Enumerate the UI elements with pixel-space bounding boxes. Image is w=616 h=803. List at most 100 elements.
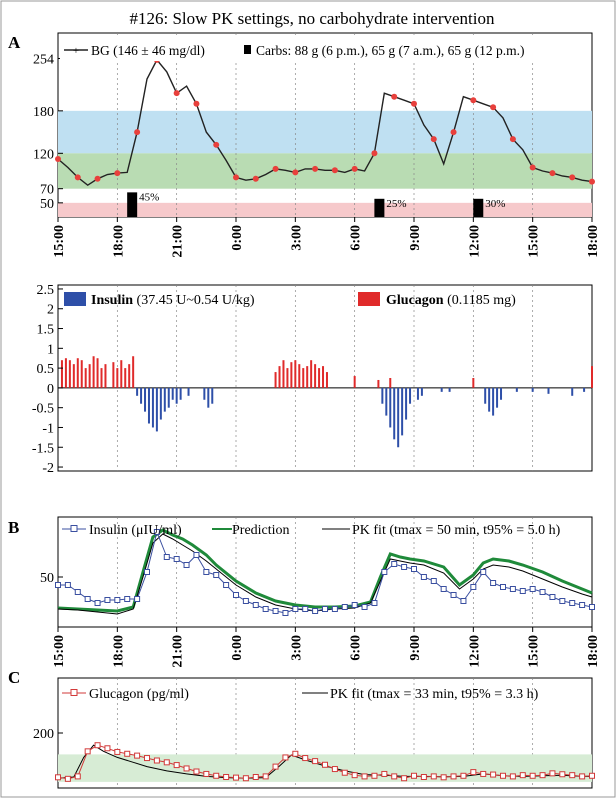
insulin-measured-marker — [114, 597, 121, 603]
insulin-measured-marker — [233, 592, 239, 598]
glucagon-measured-marker — [589, 772, 595, 779]
insulin-measured-marker — [302, 606, 309, 612]
glucagon-measured-marker — [134, 752, 141, 759]
time-axis-b-tick-label: 18:00 — [111, 635, 126, 668]
glucagon-measured-marker — [500, 772, 506, 779]
glucagon-bar — [278, 366, 281, 388]
glucagon-measured-marker — [104, 745, 111, 752]
glucagon-bar — [318, 368, 321, 388]
glucagon-measured-marker — [193, 768, 200, 775]
insulin-measured-marker — [539, 589, 546, 595]
bg-ytick-label: 50 — [40, 197, 54, 212]
hormone-bars — [58, 356, 593, 448]
glucagon-bar — [294, 360, 297, 388]
insulin-bar — [409, 387, 412, 404]
glucagon-measured-marker — [322, 761, 328, 768]
insulin-bar — [381, 387, 384, 404]
time-axis-b-tick-label: 15:00 — [52, 635, 67, 668]
insulin-measured-marker — [341, 604, 348, 610]
glucagon-bar — [472, 378, 475, 388]
insulin-measured-marker — [55, 582, 61, 588]
insulin-measured-marker — [84, 596, 91, 602]
glucagon-bar — [116, 368, 119, 388]
insulin-bar — [484, 387, 487, 404]
insulin-measured-marker — [411, 566, 417, 572]
insulin-bar — [496, 387, 499, 408]
glucagon-measured-marker — [331, 766, 338, 773]
panel-label-b: B — [8, 518, 19, 537]
bg-ytick-label: 180 — [33, 105, 54, 120]
insulin-legend-swatch — [64, 292, 86, 306]
glucagon-bar — [112, 362, 115, 388]
glucagon-pk-ytick-label: 200 — [33, 727, 54, 742]
bg-marker — [173, 90, 180, 97]
insulin-bar — [171, 387, 174, 400]
insulin-measured-marker — [569, 600, 576, 606]
glucagon-measured-marker — [361, 773, 368, 780]
insulin-measured-marker — [64, 582, 71, 588]
glucagon-measured-legend-label: Glucagon (pg/ml) — [89, 687, 189, 702]
insulin-pk-legend: Insulin (μIU/ml) Prediction PK fit (tmax… — [62, 523, 561, 538]
insulin-bar — [420, 387, 423, 396]
glucagon-measured-marker — [124, 750, 131, 757]
glucagon-bar — [76, 358, 79, 388]
bg-legend: + BG (146 ± 46 mg/dl) Carbs: 88 g (6 p.m… — [60, 35, 590, 61]
time-axis-b-tick-label: 3:00 — [289, 635, 304, 661]
glucagon-measured-marker — [430, 773, 437, 780]
glucagon-measured-marker — [282, 754, 289, 761]
glucagon-legend-label: Glucagon (0.1185 mg) — [386, 293, 516, 308]
bg-marker — [351, 165, 358, 172]
bg-marker — [272, 165, 279, 172]
glucagon-bar — [298, 364, 301, 388]
hormone-gridlines — [116, 285, 534, 471]
insulin-bar — [175, 387, 178, 404]
bg-marker — [430, 136, 437, 143]
glucagon-legend-swatch — [358, 292, 380, 306]
hormone-ytick-label: -1.5 — [32, 441, 54, 456]
insulin-measured-marker — [480, 569, 487, 575]
glucagon-measured-marker — [94, 742, 101, 749]
figure-title: #126: Slow PK settings, no carbohydrate … — [130, 9, 495, 28]
time-axis-a-tick-label: 18:00 — [111, 225, 126, 258]
bg-gridlines — [116, 33, 534, 217]
carb-percent-label: 30% — [485, 198, 505, 210]
hormone-ytick-label: 0 — [47, 382, 54, 397]
glucagon-bar — [84, 368, 87, 388]
insulin-legend-name: Insulin — [91, 293, 133, 308]
insulin-bar — [571, 387, 574, 396]
panel-label-c: C — [8, 668, 20, 687]
glucagon-measured-marker — [351, 772, 358, 779]
carb-bar — [473, 198, 484, 217]
time-axis-a-tick-label: 0:00 — [230, 225, 245, 251]
insulin-measured-marker — [183, 562, 190, 568]
glucagon-bar — [286, 368, 289, 388]
insulin-measured-marker — [440, 586, 447, 592]
glucagon-measured-marker — [233, 774, 239, 781]
carb-bar — [374, 198, 385, 217]
bg-marker — [470, 97, 477, 104]
bg-marker — [233, 174, 239, 181]
insulin-measured-marker — [430, 578, 437, 584]
insulin-bar — [187, 387, 190, 396]
insulin-measured-marker — [292, 606, 299, 612]
insulin-bar — [492, 387, 495, 416]
time-axis-b-tick-label: 18:00 — [586, 635, 601, 668]
insulin-bar — [159, 387, 162, 420]
glucagon-bar — [120, 360, 123, 388]
glucagon-measured-marker — [114, 748, 121, 755]
bg-marker — [391, 93, 398, 100]
glucagon-measured-marker — [223, 774, 230, 780]
insulin-measured-marker — [173, 556, 180, 562]
insulin-legend-detail: (37.45 U~0.54 U/kg) — [137, 293, 255, 308]
bg-ytick-label: 120 — [33, 147, 54, 162]
glucagon-measured-legend-marker — [70, 689, 78, 696]
insulin-bar — [547, 387, 550, 394]
insulin-measured-marker — [213, 572, 220, 578]
glucagon-measured-marker — [312, 758, 319, 765]
glucagon-measured-marker — [242, 775, 249, 782]
glucagon-measured-marker — [55, 774, 61, 781]
glucagon-measured-marker — [529, 772, 536, 779]
insulin-bar — [448, 387, 451, 392]
